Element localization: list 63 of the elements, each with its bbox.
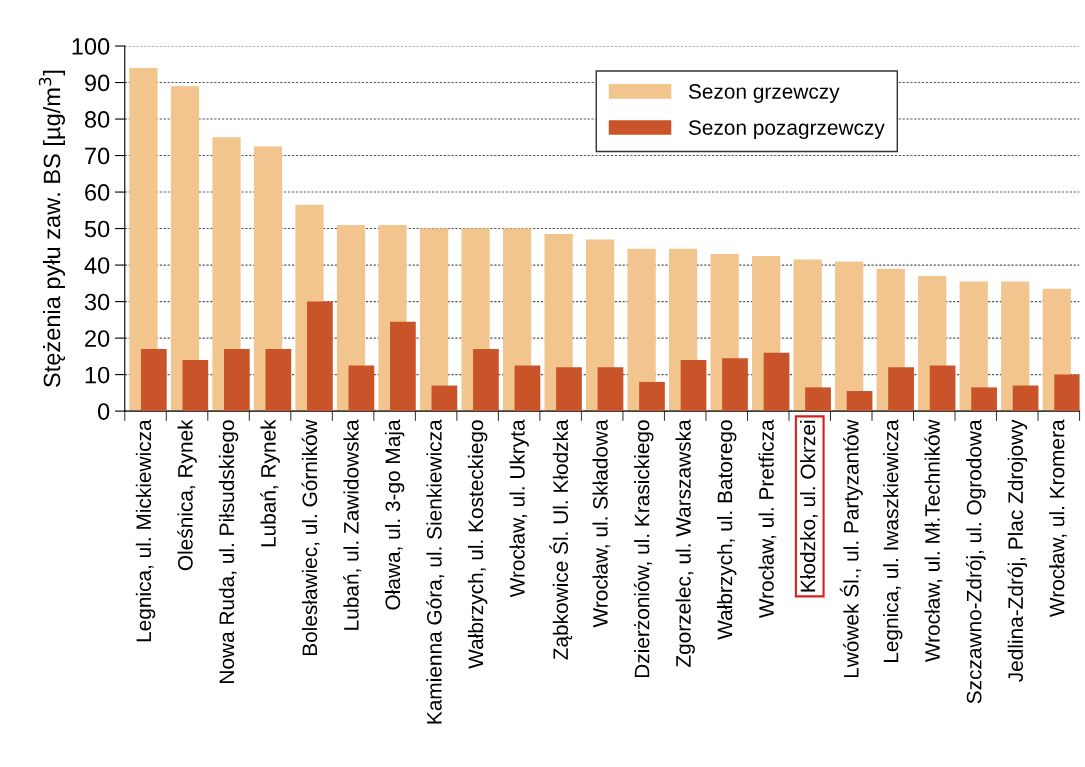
legend-label: Sezon pozagrzewczy: [688, 120, 885, 140]
x-tick-label: Wałbrzych, ul. Kosteckiego: [467, 420, 488, 669]
bar: [473, 349, 499, 412]
x-tick-label: Wrocław, ul. Mł.Techników: [924, 419, 943, 663]
x-tick-label: Wrocław, ul. Pretficza: [758, 419, 777, 619]
x-tick-label: Lwówek Śl., ul. Partyzantów: [839, 419, 863, 678]
bar: [556, 367, 582, 412]
x-tick-label: Szczawno-Zdrój, ul. Ogrodowa: [965, 419, 986, 704]
x-tick-label: Ząbkowice Śl. Ul. Kłodzka: [549, 419, 573, 660]
x-tick-label: Wrocław, ul. Ukryta: [509, 419, 529, 598]
x-tick-label: Lubań, Rynek: [260, 419, 280, 547]
x-tick-label: Lubań, ul. Zawidowska: [343, 419, 362, 630]
bar: [170, 86, 200, 412]
x-tick-label: Jedlina-Zdrój, Plac Zdrojowy: [1007, 419, 1028, 682]
y-tick-label: 40: [84, 257, 110, 274]
bar: [846, 391, 873, 412]
legend-label: Sezon grzewczy: [688, 84, 840, 103]
x-tick-label: Legnica, ul. Mickiewicza: [135, 419, 156, 642]
bar: [680, 360, 707, 412]
bar: [419, 228, 449, 412]
bar: [971, 387, 997, 412]
y-tick-label: 30: [84, 293, 110, 311]
bar: [1054, 374, 1080, 412]
bar: [597, 367, 624, 412]
x-tick-label: Wałbrzych, ul. Batorego: [717, 420, 737, 640]
bar: [140, 349, 167, 412]
y-tick-label: 0: [97, 403, 110, 420]
x-tick-label: Nowa Ruda, ul. Piłsudskiego: [218, 420, 239, 683]
bar: [639, 381, 665, 412]
y-tick-label: 70: [85, 147, 110, 165]
bar: [223, 349, 250, 412]
x-tick-label: Wrocław, ul. Kromera: [1049, 419, 1067, 617]
y-tick-label: 90: [85, 74, 110, 92]
bar: [514, 365, 541, 412]
y-tick-label: 100: [72, 38, 110, 55]
x-tick-label: Dzierżoniów, ul. Krasickiego: [633, 420, 654, 678]
bar: [929, 365, 956, 412]
x-tick-label: Kłodzko, ul. Okrzei: [800, 420, 818, 592]
y-tick-label: 20: [85, 330, 110, 347]
y-axis-title: Stężenia pyłu zaw. BS [µg/m$^{3}$]: [38, 70, 66, 387]
bar: [390, 321, 416, 412]
bar: [722, 358, 748, 412]
x-tick-label: Bolesławiec, ul. Górników: [301, 419, 320, 656]
bar: [763, 352, 790, 412]
y-tick-label: 10: [85, 366, 110, 384]
bar: [835, 261, 864, 412]
y-tick-label: 60: [85, 184, 110, 201]
bar: [431, 385, 458, 412]
x-tick-label: Legnica, ul. Iwaszkiewicza: [883, 419, 903, 663]
y-tick-label: 80: [84, 111, 110, 128]
x-tick-label: Oleśnica, Rynek: [177, 419, 197, 571]
bar: [805, 387, 831, 412]
x-tick-label: Wrocław, ul. Składowa: [592, 419, 611, 628]
y-tick-label: 50: [84, 220, 110, 238]
bar: [1012, 385, 1039, 412]
bar: [182, 360, 209, 412]
bar: [348, 365, 375, 412]
bar: [265, 349, 292, 412]
x-tick-label: Zgorzelec, ul. Warszawska: [675, 419, 695, 667]
bar: [888, 367, 914, 412]
x-tick-label: Oława, ul. 3-go Maja: [384, 419, 405, 610]
x-tick-label: Kamienna Góra, ul. Sienkiewicza: [426, 419, 445, 724]
bar: [307, 301, 333, 412]
